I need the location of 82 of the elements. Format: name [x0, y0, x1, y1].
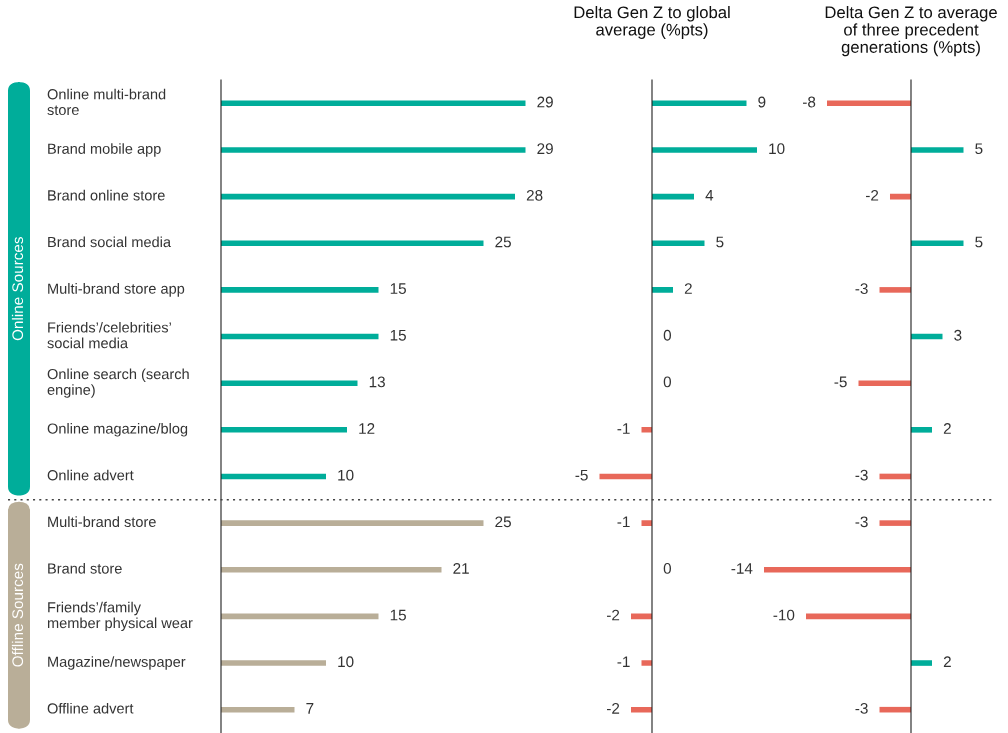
y-tick-label: Friends’/family member physical wear: [47, 601, 193, 632]
y-tick-label: Friends’/celebrities’ social media: [47, 321, 171, 349]
bar: [652, 147, 757, 153]
bar: [221, 287, 379, 293]
data-label: -8: [802, 96, 816, 108]
y-tick-label: Brand social media: [48, 236, 172, 248]
bar: [911, 427, 932, 433]
data-label: 13: [369, 376, 385, 388]
data-label: -1: [617, 656, 630, 667]
bar: [652, 240, 705, 247]
data-label: -3: [855, 283, 868, 294]
data-label: 0: [663, 563, 672, 574]
data-label: 9: [758, 96, 766, 108]
data-label: 25: [495, 516, 511, 528]
y-tick-label: Multi-brand store: [48, 516, 156, 528]
data-label: -3: [855, 469, 868, 481]
data-label: 15: [390, 329, 406, 341]
bar: [221, 566, 442, 573]
data-label: 29: [537, 143, 553, 155]
y-tick-label: Brand mobile app: [48, 143, 161, 157]
data-label: 15: [390, 609, 406, 621]
y-tick-label: Offline advert: [47, 702, 134, 714]
data-label: -10: [773, 609, 795, 621]
data-label: -1: [617, 516, 630, 528]
data-label: 5: [716, 236, 724, 248]
data-label: 15: [390, 283, 406, 294]
data-label: 10: [769, 143, 785, 155]
bar: [221, 240, 484, 247]
data-label: 3: [954, 329, 962, 341]
y-tick-label: Online multi-brand store: [47, 88, 166, 116]
bar: [221, 380, 358, 386]
bar: [764, 566, 911, 573]
bar: [641, 427, 652, 433]
data-label: 2: [684, 283, 692, 294]
data-label: 7: [306, 703, 314, 714]
data-label: 12: [359, 423, 375, 434]
data-label: 0: [663, 376, 672, 388]
text: Offline Sources: [11, 563, 24, 667]
y-tick-label: Online magazine/blog: [47, 423, 188, 437]
data-label: 29: [537, 96, 553, 108]
data-label: 21: [453, 563, 469, 574]
data-label: 10: [338, 656, 354, 668]
data-label: 28: [526, 189, 543, 201]
bar: [221, 147, 526, 153]
bar: [221, 660, 326, 666]
text: Online Sources: [11, 237, 24, 341]
data-label: 5: [975, 236, 983, 248]
data-label: 2: [943, 423, 951, 434]
y-tick-label: Magazine/newspaper: [48, 656, 186, 670]
data-label: 10: [338, 469, 354, 481]
y-tick-label: Multi-brand store app: [48, 283, 185, 297]
data-label: -3: [855, 702, 868, 714]
data-label: -3: [855, 516, 868, 528]
data-label: 4: [705, 190, 714, 201]
y-tick-label: Brand online store: [48, 189, 165, 201]
data-label: 2: [943, 656, 951, 667]
bar: [879, 287, 911, 293]
y-tick-label: Online search (search engine): [47, 368, 189, 398]
data-label: -2: [606, 702, 620, 714]
chart-title: Delta Gen Z to global average (%pts): [574, 6, 730, 39]
bar: [911, 660, 932, 666]
bar: [858, 380, 911, 386]
data-label: 0: [663, 329, 672, 341]
bar: [221, 520, 484, 526]
y-tick-label: Online advert: [47, 469, 134, 481]
bar: [652, 287, 673, 293]
bar: [641, 520, 652, 526]
bar: [221, 427, 347, 433]
data-label: 25: [495, 236, 511, 248]
bar: [641, 660, 652, 666]
bar: [911, 240, 964, 247]
y-tick-label: Brand store: [48, 562, 122, 574]
data-label: -2: [606, 609, 620, 621]
data-label: -5: [834, 376, 847, 388]
data-label: -14: [731, 563, 753, 574]
chart-title: Delta Gen Z to average of three precedent generations (%pts): [825, 6, 997, 57]
data-label: -2: [865, 189, 879, 201]
bar: [879, 520, 911, 526]
bar: [911, 147, 964, 153]
data-label: -1: [617, 423, 630, 434]
data-label: -5: [575, 469, 588, 481]
data-label: 5: [975, 143, 983, 155]
